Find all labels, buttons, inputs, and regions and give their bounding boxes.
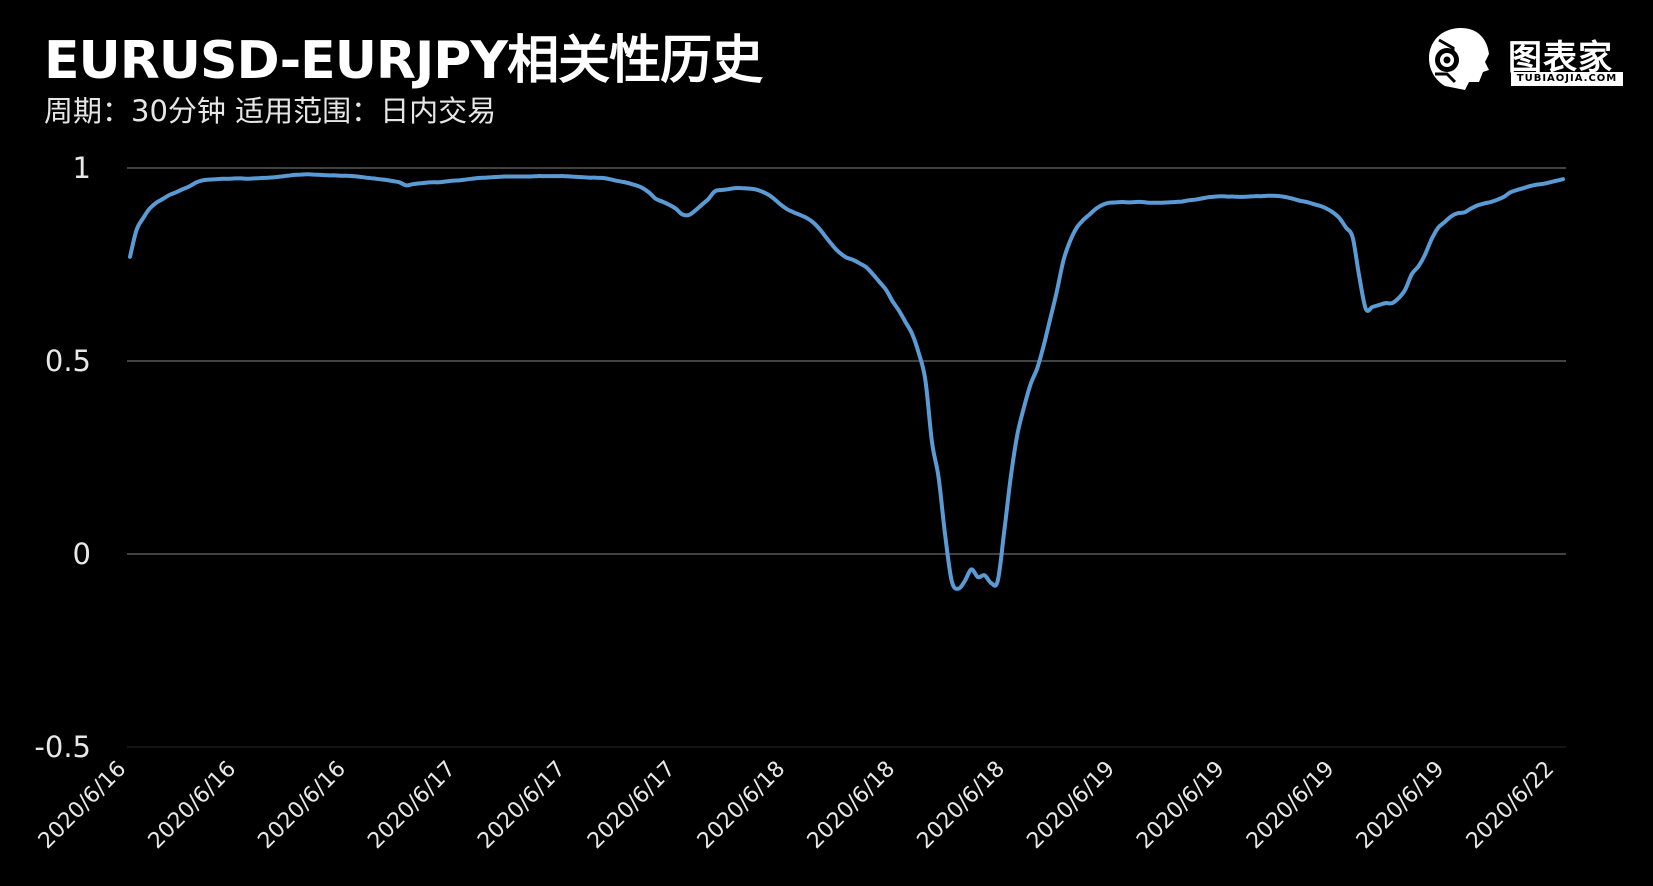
x-tick-label: 2020/6/19 (1352, 757, 1449, 854)
x-tick-label: 2020/6/18 (693, 757, 790, 854)
x-tick-label: 2020/6/18 (913, 757, 1010, 854)
x-tick-label: 2020/6/16 (144, 757, 241, 854)
y-tick-label: 0 (73, 537, 91, 571)
brand-url: TUBIAOJIA.COM (1511, 72, 1623, 86)
series-line (128, 172, 1565, 591)
robot-head-icon (1429, 28, 1489, 90)
x-tick-label: 2020/6/18 (803, 757, 900, 854)
chart-subtitle: 周期：30分钟 适用范围：日内交易 (44, 94, 497, 128)
x-tick-label: 2020/6/19 (1132, 757, 1229, 854)
x-tick-label: 2020/6/19 (1242, 757, 1339, 854)
x-tick-label: 2020/6/17 (473, 757, 570, 854)
chart-title: EURUSD-EURJPY相关性历史 (44, 31, 763, 91)
y-tick-label: -0.5 (34, 730, 91, 764)
x-tick-label: 2020/6/17 (363, 757, 460, 854)
brand-logo: 图表家 TUBIAOJIA.COM (1425, 26, 1630, 92)
y-tick-label: 0.5 (45, 344, 91, 378)
x-tick-label: 2020/6/16 (253, 757, 350, 854)
x-tick-label: 2020/6/17 (583, 757, 680, 854)
x-tick-label: 2020/6/19 (1022, 757, 1119, 854)
x-tick-label: 2020/6/22 (1462, 757, 1559, 854)
y-tick-label: 1 (73, 151, 91, 185)
brand-name: 图表家 (1508, 38, 1613, 78)
x-tick-label: 2020/6/16 (34, 757, 131, 854)
